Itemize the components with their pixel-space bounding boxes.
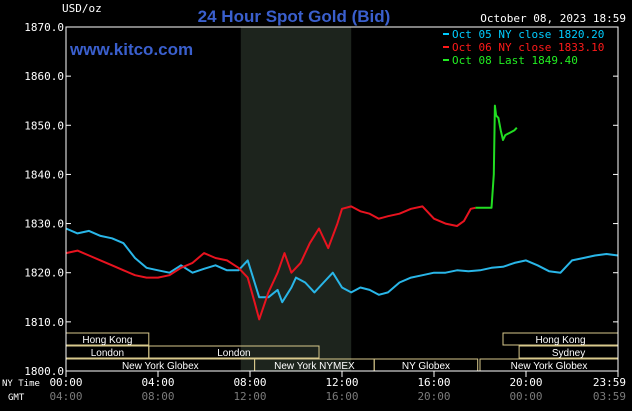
x-row-label-ny: NY Time [2,379,40,389]
session-label: NY Globex [402,361,450,372]
y-tick-label: 1840.0 [24,168,64,181]
session-label: New York Globex [511,361,588,372]
x-tick-label-ny: 16:00 [417,376,450,389]
x-tick-label-gmt: 03:59 [593,390,626,403]
price-series [65,104,619,321]
y-axis-unit: USD/oz [62,2,102,15]
kitco-watermark: www.kitco.com [69,40,193,59]
x-tick-label-gmt: 04:00 [49,390,82,403]
y-axis: 1800.0 1810.0 1820.0 1830.0 1840.0 1850.0 1860… [24,21,618,378]
x-axis: 00:0004:0004:0008:0008:0012:0012:0016:00… [49,371,626,403]
y-tick-label: 1860.0 [24,70,64,83]
y-tick-label: 1830.0 [24,218,64,231]
session-bar [148,345,320,359]
y-tick-label: 1820.0 [24,267,64,280]
x-tick-label-ny: 04:00 [141,376,174,389]
chart-date: October 08, 2023 18:59 [480,12,626,25]
x-tick-label-ny: 20:00 [509,376,542,389]
x-tick-label-gmt: 08:00 [141,390,174,403]
legend-entry: Oct 08 Last 1849.40 [452,54,578,67]
x-tick-label-gmt: 16:00 [325,390,358,403]
x-row-label-gmt: GMT [8,393,25,403]
nymex-shaded-region [240,27,352,371]
x-tick-label-gmt: 00:00 [509,390,542,403]
series-line-0 [65,227,619,304]
series-line-1 [65,205,476,321]
y-tick-label: 1800.0 [24,365,64,378]
session-label: Sydney [552,348,585,359]
session-label: Hong Kong [82,335,132,346]
x-tick-label-gmt: 20:00 [417,390,450,403]
session-label: London [217,348,250,359]
y-tick-label: 1810.0 [24,316,64,329]
session-label: Hong Kong [535,335,585,346]
y-tick-label: 1850.0 [24,119,64,132]
x-tick-label-ny: 00:00 [49,376,82,389]
x-tick-label-ny: 08:00 [233,376,266,389]
chart-title: 24 Hour Spot Gold (Bid) [198,7,391,26]
session-label: London [91,348,124,359]
x-tick-label-ny: 23:59 [593,376,626,389]
legend-entry: Oct 06 NY close 1833.10 [452,41,604,54]
series-line-2 [475,104,518,209]
session-label: New York NYMEX [274,361,355,372]
session-label: New York Globex [122,361,199,372]
x-tick-label-gmt: 12:00 [233,390,266,403]
x-tick-label-ny: 12:00 [325,376,358,389]
y-tick-label: 1870.0 [24,21,64,34]
legend-entry: Oct 05 NY close 1820.20 [452,28,604,41]
